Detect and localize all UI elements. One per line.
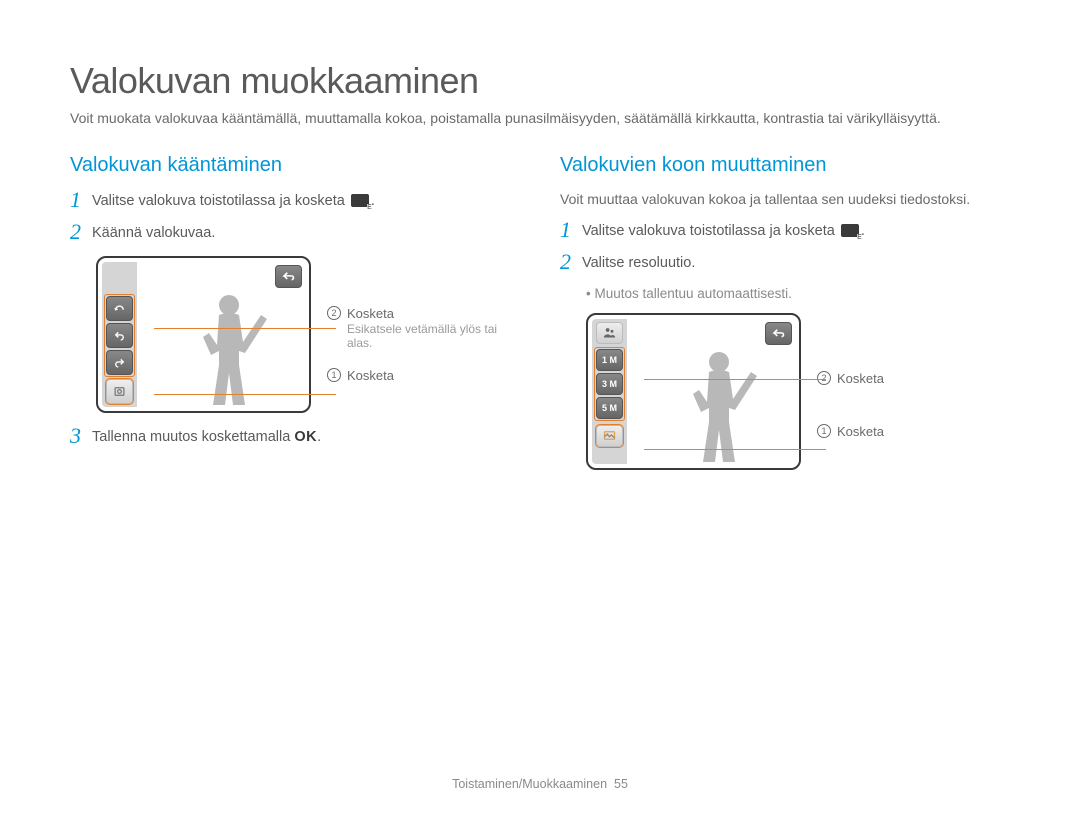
photo-area xyxy=(627,319,795,464)
left-annotations: 2 Kosketa Esikatsele vetämällä ylös tai … xyxy=(327,256,520,401)
annotation-1: 1 Kosketa xyxy=(327,368,520,383)
edit-icon xyxy=(841,224,859,237)
step-text: Tallenna muutos koskettamalla OK. xyxy=(92,427,321,447)
two-column-layout: Valokuvan kääntäminen 1 Valitse valokuva… xyxy=(70,154,1010,484)
step-text: Valitse valokuva toistotilassa ja kosket… xyxy=(92,191,375,211)
rotate-180-icon[interactable] xyxy=(106,296,133,321)
step-text: Valitse resoluutio. xyxy=(582,253,695,273)
rotate-right-icon[interactable] xyxy=(106,350,133,375)
page-intro: Voit muokata valokuvaa kääntämällä, muut… xyxy=(70,110,1010,126)
device-frame xyxy=(96,256,311,413)
step-number: 2 xyxy=(70,221,92,243)
photo-area xyxy=(137,262,305,407)
step-number: 1 xyxy=(560,219,582,241)
right-step-1: 1 Valitse valokuva toistotilassa ja kosk… xyxy=(560,221,1010,241)
step-text: Käännä valokuvaa. xyxy=(92,223,215,243)
right-subintro: Voit muuttaa valokuvan kokoa ja tallenta… xyxy=(560,191,1010,207)
edit-icon xyxy=(351,194,369,207)
annotation-2: 2 Kosketa Esikatsele vetämällä ylös tai … xyxy=(327,306,520,350)
device-sidebar: 1 M 3 M 5 M xyxy=(592,319,627,464)
left-column: Valokuvan kääntäminen 1 Valitse valokuva… xyxy=(70,154,520,484)
circled-1-icon: 1 xyxy=(817,424,831,438)
size-5m-button[interactable]: 5 M xyxy=(596,397,623,419)
ok-label: OK xyxy=(294,429,317,445)
left-step-1: 1 Valitse valokuva toistotilassa ja kosk… xyxy=(70,191,520,211)
left-step-3: 3 Tallenna muutos koskettamalla OK. xyxy=(70,427,520,447)
rotate-buttons-group xyxy=(104,294,135,377)
device-frame: 1 M 3 M 5 M xyxy=(586,313,801,470)
step-number: 2 xyxy=(560,251,582,273)
device-sidebar xyxy=(102,262,137,407)
left-heading: Valokuvan kääntäminen xyxy=(70,154,520,177)
left-illustration-row: 2 Kosketa Esikatsele vetämällä ylös tai … xyxy=(96,256,520,413)
start-image-icon[interactable] xyxy=(596,425,623,447)
size-3m-button[interactable]: 3 M xyxy=(596,373,623,395)
right-column: Valokuvien koon muuttaminen Voit muuttaa… xyxy=(560,154,1010,484)
annotation-2: 2 Kosketa xyxy=(817,371,884,386)
size-1m-button[interactable]: 1 M xyxy=(596,349,623,371)
circled-1-icon: 1 xyxy=(327,368,341,382)
right-heading: Valokuvien koon muuttaminen xyxy=(560,154,1010,177)
page-title: Valokuvan muokkaaminen xyxy=(70,60,1010,102)
right-annotations: 2 Kosketa 1 Kosketa xyxy=(817,313,884,457)
step-number: 1 xyxy=(70,189,92,211)
back-icon[interactable] xyxy=(275,265,302,288)
step-text: Valitse valokuva toistotilassa ja kosket… xyxy=(582,221,865,241)
annotation-1: 1 Kosketa xyxy=(817,424,884,439)
right-illustration-row: 1 M 3 M 5 M xyxy=(586,313,1010,470)
right-step-2: 2 Valitse resoluutio. xyxy=(560,253,1010,273)
left-step-2: 2 Käännä valokuvaa. xyxy=(70,223,520,243)
circled-2-icon: 2 xyxy=(327,306,341,320)
person-silhouette-icon xyxy=(679,344,759,464)
person-silhouette-icon xyxy=(189,287,269,407)
page-footer: Toistaminen/Muokkaaminen 55 xyxy=(0,777,1080,791)
circled-2-icon: 2 xyxy=(817,371,831,385)
rotate-left-icon[interactable] xyxy=(106,323,133,348)
confirm-icon[interactable] xyxy=(106,379,133,404)
step-number: 3 xyxy=(70,425,92,447)
right-bullet: Muutos tallentuu automaattisesti. xyxy=(586,286,1010,301)
back-icon[interactable] xyxy=(765,322,792,345)
people-icon[interactable] xyxy=(596,322,623,344)
size-buttons-group: 1 M 3 M 5 M xyxy=(594,347,625,421)
